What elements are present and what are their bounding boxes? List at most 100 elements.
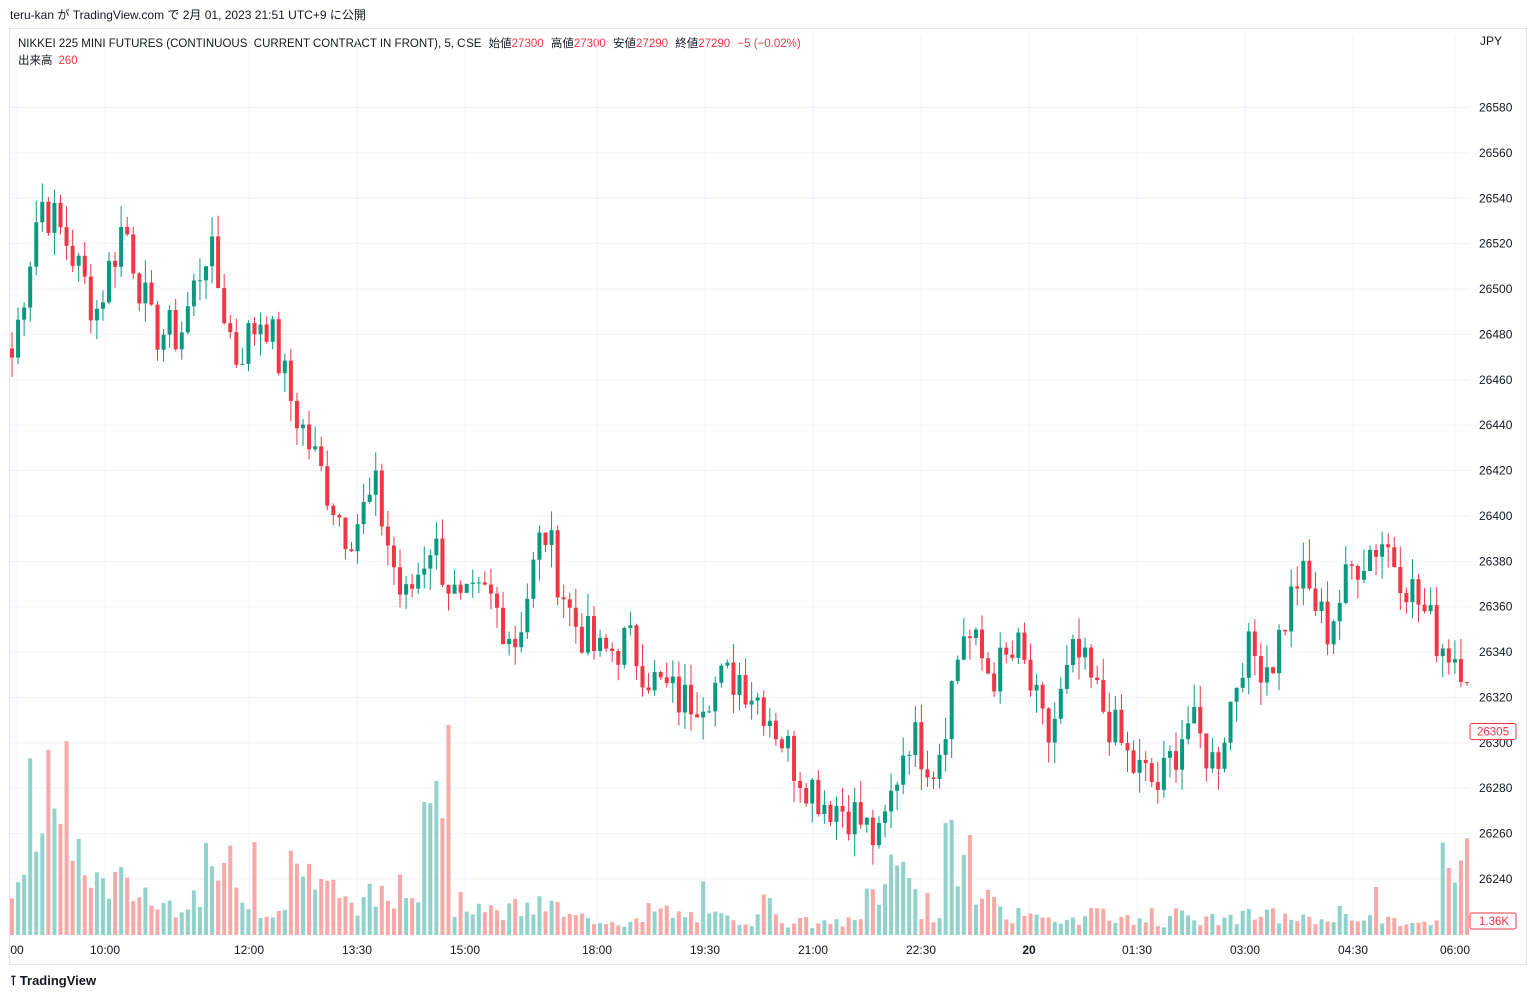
candle-body: [155, 304, 160, 350]
candle-body: [713, 682, 718, 712]
volume-bar: [1428, 925, 1433, 935]
volume-bar: [119, 867, 124, 935]
candle-body: [313, 446, 318, 450]
candle-body: [1119, 709, 1124, 743]
volume-bar: [1271, 908, 1275, 935]
candle-body: [222, 287, 227, 324]
candle-body: [707, 711, 712, 713]
volume-bar: [986, 889, 991, 935]
candle-body: [428, 555, 433, 569]
volume-bar: [701, 881, 706, 935]
candle-body: [634, 625, 639, 667]
volume-bar: [883, 884, 887, 935]
volume-bar: [422, 802, 427, 935]
volume-bar: [779, 923, 784, 935]
candle-body: [955, 659, 960, 682]
volume-bar: [695, 922, 700, 935]
price-tick-label: 26260: [1479, 827, 1513, 841]
candle-body: [1337, 602, 1342, 622]
volume-bar: [895, 865, 900, 935]
volume-bar: [1046, 917, 1051, 935]
candle-body: [804, 787, 809, 804]
volume-bar: [197, 906, 202, 935]
candle-body: [40, 201, 45, 223]
candle-body: [767, 720, 772, 727]
volume-bar: [543, 911, 548, 935]
volume-bar: [876, 904, 881, 935]
candle-body: [840, 805, 845, 812]
price-tick-label: 26560: [1479, 146, 1513, 160]
volume-bar: [592, 924, 596, 935]
volume-bar: [864, 888, 869, 935]
candle-body: [1083, 647, 1088, 658]
candle-body: [1301, 560, 1306, 589]
volume-bar: [82, 875, 87, 935]
volume-bar: [28, 758, 33, 935]
volume-bar: [579, 913, 584, 935]
volume-bar: [34, 851, 39, 935]
candle-body: [749, 700, 754, 705]
candle-body: [1064, 664, 1069, 689]
candle-body: [604, 637, 609, 649]
volume-bar: [1313, 924, 1318, 935]
candle-body: [22, 307, 27, 320]
time-tick-label: 03:00: [1230, 943, 1260, 957]
candle-body: [1252, 631, 1257, 657]
price-tick-label: 26340: [1479, 645, 1513, 659]
candle-body: [1277, 629, 1282, 674]
time-tick-label: 18:00: [582, 943, 612, 957]
volume-bar: [495, 910, 499, 935]
volume-bar: [561, 916, 566, 935]
volume-bar: [1452, 882, 1457, 935]
symbol-name[interactable]: NIKKEI 225 MINI FUTURES (CONTINUOUS: CUR…: [18, 38, 482, 50]
candle-body: [434, 538, 439, 556]
candle-body: [379, 470, 384, 527]
price-tick-label: 26580: [1479, 101, 1513, 115]
candle-body: [204, 266, 208, 281]
volume-bar: [804, 916, 809, 935]
candle-body: [907, 754, 912, 756]
price-tick-label: 26480: [1479, 327, 1513, 341]
candle-body: [786, 735, 790, 749]
currency-label[interactable]: JPY: [1480, 34, 1503, 48]
volume-bar: [858, 919, 863, 935]
volume-bar: [501, 920, 506, 935]
volume-bar: [1240, 910, 1245, 935]
candle-body: [1077, 638, 1081, 658]
volume-bar: [46, 749, 51, 935]
volume-bar: [1131, 924, 1136, 935]
volume-bar: [143, 887, 148, 935]
volume-bar: [355, 915, 360, 935]
candle-body: [107, 260, 111, 303]
candle-body: [1234, 687, 1239, 702]
candle-body: [343, 517, 348, 550]
candle-body: [1398, 567, 1403, 594]
volume-bar: [379, 885, 384, 935]
candle-body: [1410, 579, 1415, 603]
volume-bar: [398, 874, 402, 935]
candle-body: [1052, 718, 1057, 743]
candle-body: [1434, 605, 1439, 657]
candle-body: [1271, 667, 1275, 674]
volume-bar: [440, 818, 445, 935]
last-price-label: 26305: [1477, 727, 1509, 739]
volume-bar: [1246, 908, 1251, 935]
volume-bar: [149, 905, 154, 935]
volume-bar: [1040, 917, 1045, 935]
tradingview-logo[interactable]: ⊺ TradingView: [10, 973, 97, 988]
candle-body: [76, 255, 81, 266]
candle-body: [119, 227, 124, 267]
volume-bar: [1167, 915, 1172, 935]
candle-body: [555, 530, 560, 598]
volume-bar: [1149, 908, 1154, 935]
volume-bar: [652, 911, 657, 935]
volume-bar: [270, 917, 275, 935]
volume-bar: [228, 845, 233, 935]
candle-body: [1458, 659, 1463, 682]
candle-body: [464, 583, 469, 593]
volume-label[interactable]: 出来高: [18, 55, 53, 67]
volume-bar: [1361, 920, 1366, 935]
volume-bar: [88, 887, 93, 935]
candle-body: [131, 234, 136, 274]
